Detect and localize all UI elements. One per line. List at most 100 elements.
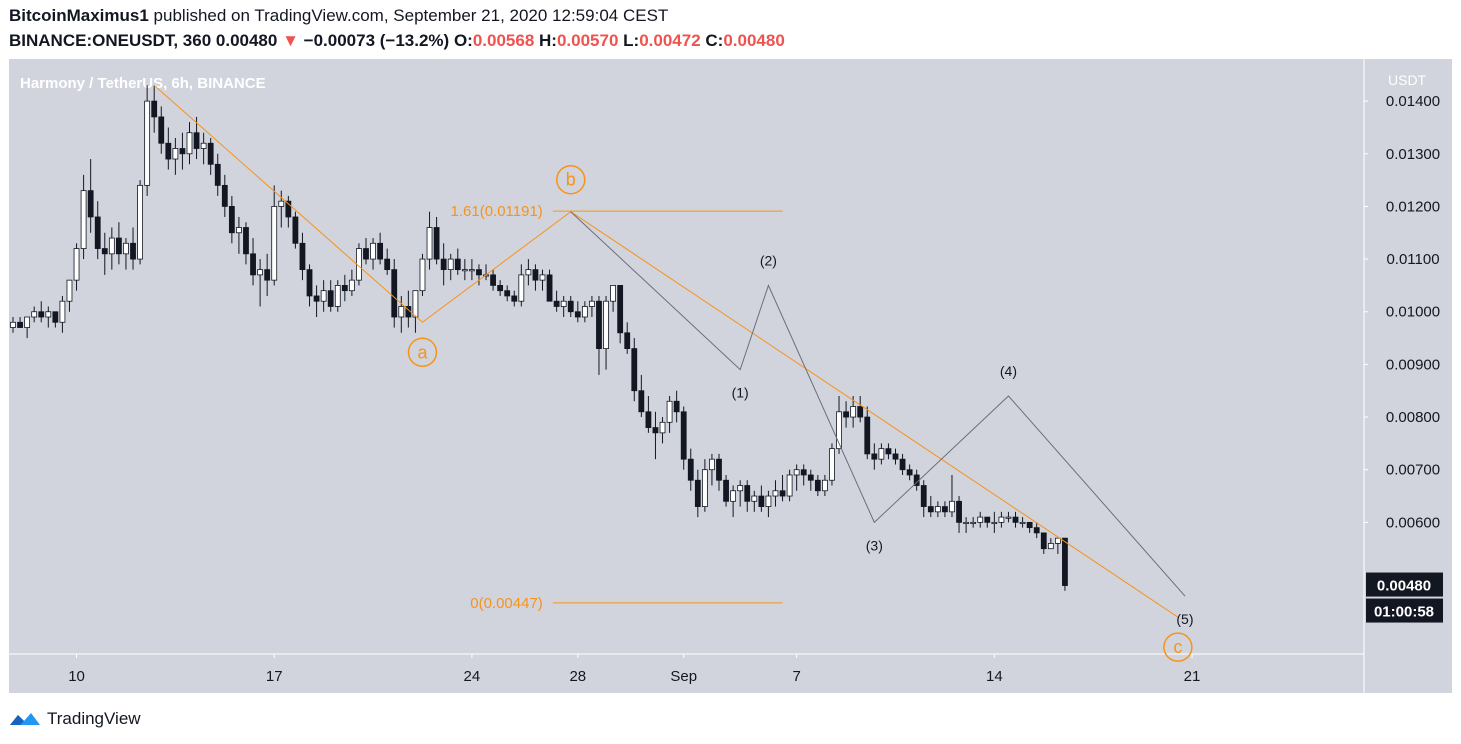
candle — [574, 311, 581, 318]
candle — [532, 269, 539, 281]
candle — [108, 237, 115, 255]
candle — [624, 332, 631, 350]
wave-label-c: c — [1173, 637, 1182, 657]
gray-wave-line — [570, 211, 1186, 597]
candle — [892, 453, 899, 460]
footer: TradingView — [9, 709, 141, 729]
candle — [589, 300, 595, 307]
y-tick-label: 0.01000 — [1386, 304, 1440, 321]
candle — [927, 506, 934, 513]
candle — [490, 274, 496, 286]
candle — [17, 321, 23, 328]
candle — [38, 311, 45, 318]
candle — [144, 100, 151, 186]
time-axis — [9, 654, 1364, 693]
candle — [327, 290, 334, 307]
chart-svg[interactable]: Harmony / TetherUS, 6h, BINANCE USDT 0.014… — [9, 59, 1452, 693]
wave-label-2: (2) — [760, 252, 777, 268]
candle — [518, 274, 525, 302]
candle — [116, 237, 122, 255]
candle — [1062, 537, 1068, 586]
candle — [963, 521, 969, 524]
chart-title: Harmony / TetherUS, 6h, BINANCE — [20, 75, 266, 92]
candle — [836, 411, 842, 450]
candle — [306, 269, 313, 297]
candle — [1040, 532, 1047, 550]
candle — [348, 279, 355, 292]
y-tick-label: 0.00800 — [1386, 409, 1440, 426]
x-tick-label: 17 — [266, 668, 283, 685]
countdown-label: 01:00:58 — [1374, 604, 1434, 621]
wave-label-3: (3) — [866, 537, 883, 553]
candle — [666, 400, 673, 423]
wave-label-b: b — [566, 170, 576, 190]
candle — [970, 521, 977, 524]
candle — [567, 300, 574, 313]
price-chart[interactable]: Harmony / TetherUS, 6h, BINANCE USDT 0.014… — [9, 59, 1452, 693]
y-tick-label: 0.01100 — [1386, 251, 1439, 268]
candle — [617, 285, 624, 334]
last-price: 0.00480 — [215, 31, 278, 50]
candle — [257, 269, 264, 276]
candle — [659, 421, 666, 434]
candle — [214, 163, 221, 186]
candle — [596, 300, 602, 350]
candle — [920, 485, 927, 507]
candle — [24, 316, 31, 328]
candle — [758, 495, 765, 507]
candle — [370, 242, 376, 260]
wave-circle-b — [555, 164, 586, 195]
candle — [765, 495, 772, 507]
candle — [610, 285, 616, 302]
y-tick-label: 0.00600 — [1386, 514, 1440, 531]
x-tick-label: 10 — [68, 668, 85, 685]
candle — [243, 227, 249, 255]
wave-label-a: a — [417, 342, 428, 362]
candle — [73, 248, 80, 281]
author-name[interactable]: BitcoinMaximus1 — [9, 6, 149, 25]
candle — [673, 400, 680, 413]
y-tick-label: 0.01400 — [1386, 93, 1440, 110]
tradingview-logo-icon — [10, 713, 40, 725]
x-tick-label: 21 — [1184, 668, 1201, 685]
candle — [158, 116, 165, 144]
candle — [341, 285, 348, 292]
candle — [45, 311, 52, 318]
candle — [440, 258, 447, 271]
candle — [165, 142, 172, 160]
candle — [334, 285, 341, 307]
y-tick-label: 0.00700 — [1386, 462, 1440, 479]
candle — [751, 495, 758, 502]
wave-circle-a — [407, 337, 438, 368]
candle — [285, 200, 292, 218]
candle — [772, 490, 779, 497]
published-text: published on TradingView.com, September … — [153, 6, 669, 25]
candle — [737, 485, 744, 492]
open-label: O: — [453, 31, 473, 50]
candle — [66, 279, 73, 302]
candle — [123, 242, 129, 255]
candle — [638, 390, 645, 413]
candle — [843, 411, 849, 418]
x-tick-label: Sep — [670, 668, 697, 685]
wave-label-4: (4) — [1000, 363, 1017, 379]
candle — [447, 258, 454, 271]
current-price-label: 0.00480 — [1377, 578, 1431, 595]
close-label: C: — [705, 31, 724, 50]
low-value: 0.00472 — [639, 31, 701, 50]
candle — [1005, 516, 1012, 519]
candle — [468, 269, 475, 272]
candle — [454, 258, 461, 271]
candle — [299, 242, 306, 271]
candle — [31, 311, 38, 318]
y-axis-unit: USDT — [1388, 72, 1427, 88]
wave-circle-c — [1163, 632, 1193, 662]
candle — [709, 458, 715, 471]
candle — [991, 521, 998, 524]
footer-brand[interactable]: TradingView — [47, 709, 141, 728]
candle — [603, 300, 609, 350]
candle — [1026, 521, 1033, 529]
fib-level-label: 1.61(0.01191) — [451, 203, 543, 220]
x-tick-label: 7 — [792, 668, 800, 685]
orange-wave-line — [153, 84, 1179, 618]
